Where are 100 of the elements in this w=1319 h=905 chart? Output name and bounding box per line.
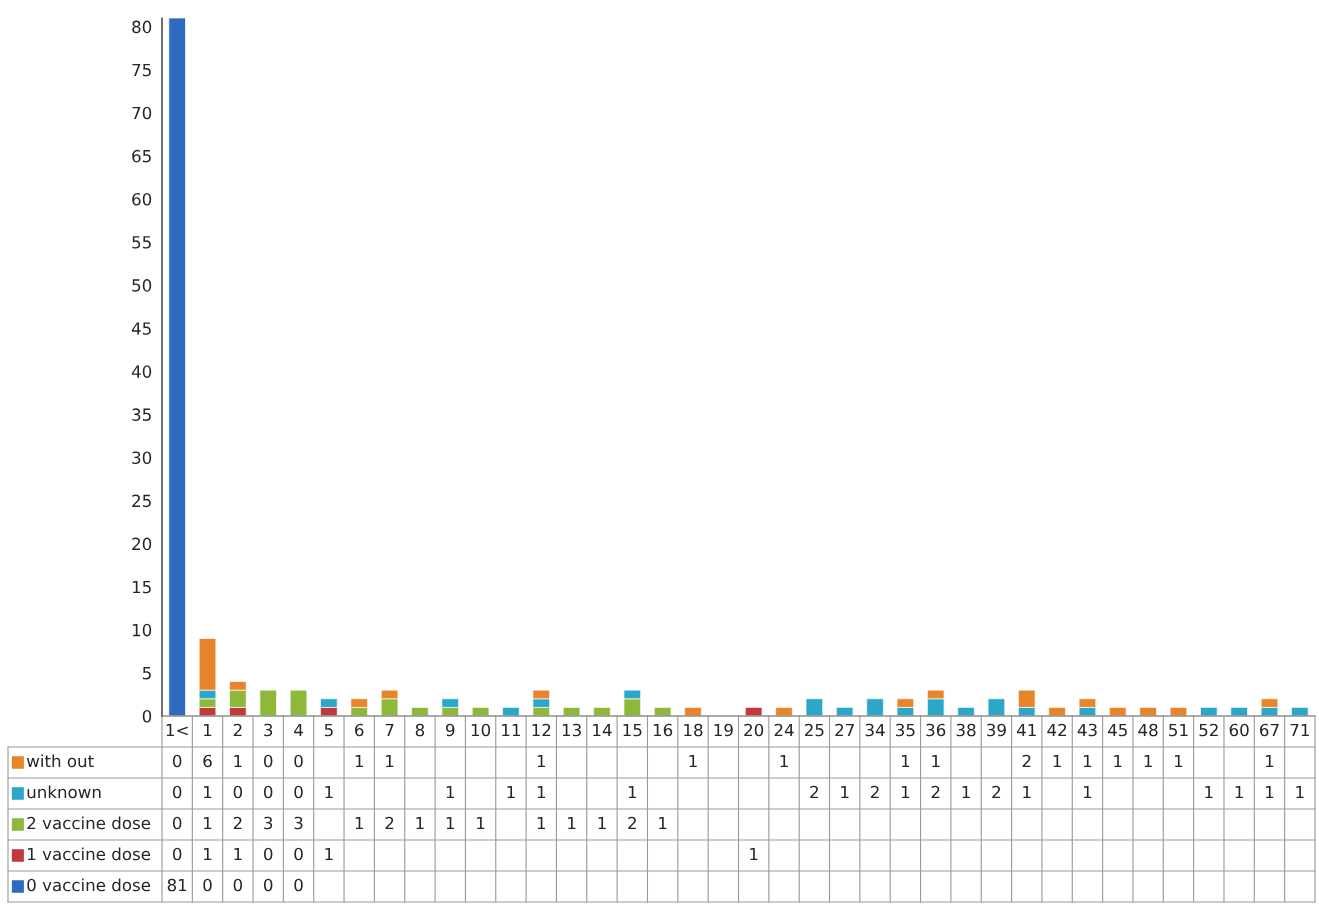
x-tick-label: 67	[1260, 723, 1279, 737]
y-tick-label: 15	[132, 580, 151, 594]
data-label: 2	[931, 785, 940, 799]
bar	[471, 707, 490, 716]
bar	[289, 689, 308, 716]
data-label: 2	[233, 816, 242, 830]
y-tick-label: 35	[132, 408, 151, 421]
data-label: 1	[477, 816, 485, 830]
x-tick-label: 9	[446, 723, 455, 737]
y-tick-label: 60	[132, 192, 152, 206]
x-tick-label: 13	[562, 723, 581, 737]
data-label: 1	[446, 785, 455, 799]
bar	[259, 689, 277, 716]
data-label: 1	[325, 847, 333, 861]
bar	[1139, 707, 1157, 716]
y-tick-label: 65	[132, 149, 151, 163]
data-label: 1	[1235, 785, 1243, 799]
bar	[1048, 707, 1066, 716]
legend-label: 0 vaccine dose	[27, 878, 151, 892]
x-tick-label: 1	[204, 723, 212, 737]
bar	[744, 707, 763, 716]
data-label: 0	[233, 878, 243, 892]
bar	[684, 707, 702, 716]
data-label: 81	[167, 878, 187, 892]
data-label: 0	[294, 878, 303, 892]
y-tick-label: 55	[132, 236, 151, 249]
x-tick-label: 14	[593, 723, 612, 737]
data-label: 0	[263, 878, 273, 892]
x-tick-label: 27	[835, 723, 854, 737]
data-label: 1	[628, 785, 637, 799]
y-tick-label: 20	[132, 537, 152, 551]
data-label: 1	[1023, 785, 1031, 799]
data-label: 1	[659, 816, 667, 830]
bar	[653, 707, 672, 716]
bar	[1230, 707, 1248, 716]
data-label: 1	[901, 785, 910, 799]
x-tick-label: 41	[1016, 723, 1036, 737]
x-tick-label: 39	[987, 723, 1006, 737]
x-tick-label: 16	[653, 723, 673, 737]
data-label: 6	[203, 754, 212, 768]
data-label: 0	[203, 878, 212, 892]
data-label: 1	[568, 816, 576, 830]
data-label: 0	[233, 785, 243, 799]
data-label: 1	[689, 754, 697, 768]
y-tick-label: 25	[132, 494, 151, 508]
data-label: 1	[416, 816, 424, 830]
data-label: 0	[294, 847, 303, 861]
data-label: 1	[204, 785, 212, 799]
y-tick-label: 40	[131, 365, 152, 378]
data-label: 2	[628, 816, 636, 830]
x-tick-label: 51	[1169, 723, 1188, 737]
data-label: 1	[1053, 754, 1061, 768]
y-tick-label: 70	[132, 106, 152, 120]
y-tick-label: 5	[142, 667, 151, 680]
x-tick-label: 19	[714, 723, 733, 737]
data-label: 1	[537, 785, 546, 799]
data-label: 2	[810, 785, 818, 799]
data-label: 1	[750, 847, 758, 861]
data-label: 1	[1144, 754, 1152, 768]
y-tick-label: 0	[142, 709, 152, 723]
data-label: 2	[385, 816, 394, 830]
bar	[775, 707, 793, 716]
x-tick-label: 35	[896, 723, 915, 737]
data-label: 2	[870, 785, 879, 799]
legend-label: 2 vaccine dose	[27, 816, 151, 830]
y-tick-label: 10	[132, 623, 152, 637]
bar	[866, 698, 884, 716]
x-tick-label: 8	[415, 723, 425, 737]
data-label: 1	[1083, 754, 1092, 768]
data-label: 1	[355, 816, 363, 830]
x-tick-label: 60	[1229, 723, 1249, 737]
bar	[836, 707, 854, 716]
x-tick-label: 7	[385, 723, 394, 737]
data-label: 1	[537, 816, 546, 830]
y-tick-label: 50	[132, 279, 152, 292]
y-tick-label: 30	[132, 451, 152, 465]
data-label: 1	[780, 754, 788, 768]
bar	[168, 18, 186, 716]
data-label: 2	[992, 785, 1001, 799]
data-label: 1	[1266, 754, 1274, 768]
data-label: 1	[1296, 785, 1304, 799]
x-tick-label: 43	[1077, 723, 1097, 737]
x-tick-label: 5	[324, 723, 333, 737]
data-label: 1	[598, 816, 606, 830]
data-label: 2	[1022, 754, 1031, 768]
x-tick-label: 25	[804, 723, 824, 737]
data-label: 1	[386, 754, 394, 768]
data-label: 1	[1205, 785, 1213, 799]
data-label: 1	[1114, 754, 1122, 768]
bar	[1169, 707, 1188, 716]
bar	[411, 707, 429, 716]
data-label: 1	[962, 785, 970, 799]
data-label: 1	[932, 754, 940, 768]
x-tick-label: 52	[1199, 723, 1218, 737]
bar	[562, 707, 581, 716]
data-label: 1	[507, 785, 515, 799]
data-label: 1	[355, 754, 363, 768]
data-label: 1	[1174, 754, 1183, 768]
legend-label: unknown	[27, 785, 101, 799]
bar	[502, 707, 520, 716]
